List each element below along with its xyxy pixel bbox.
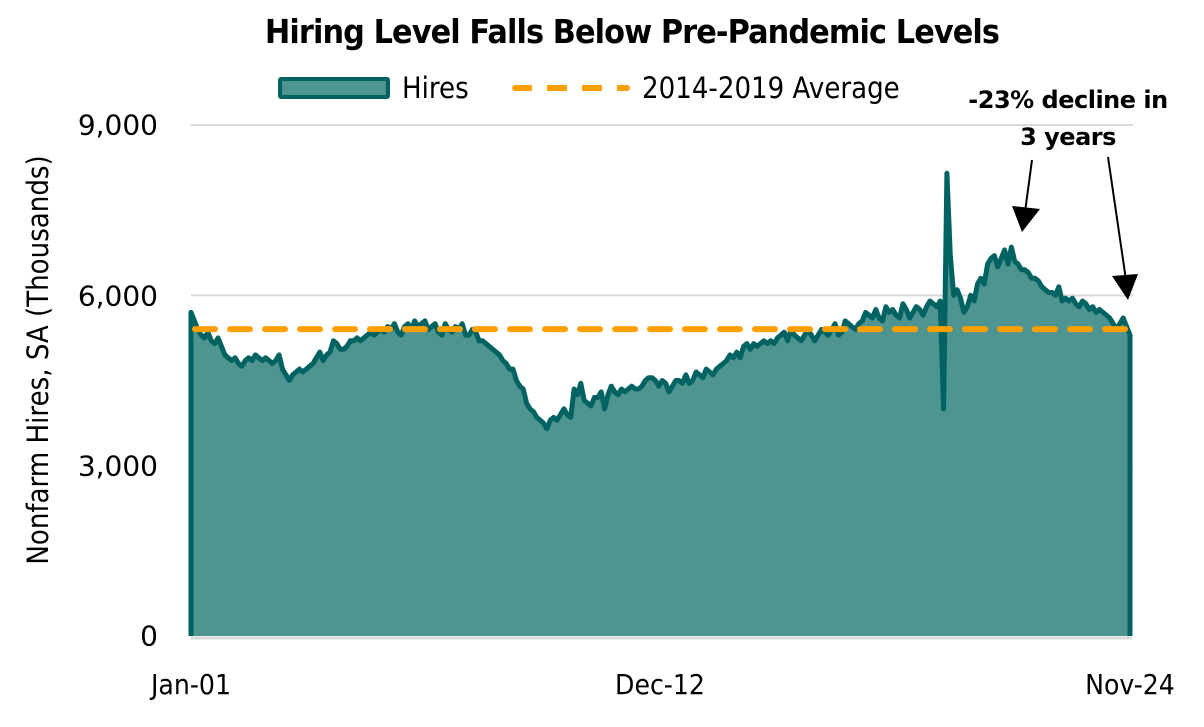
x-tick-dec-12: Dec-12: [615, 668, 705, 701]
chart-title: Hiring Level Falls Below Pre-Pandemic Le…: [264, 12, 1000, 51]
arrow-peak-icon: [1012, 206, 1040, 232]
average-dash-icon: [512, 85, 631, 91]
annotation-line-2: 3 years: [1020, 123, 1116, 151]
x-tick-jan-01: Jan-01: [150, 668, 232, 701]
legend-label-hires: Hires: [402, 71, 469, 105]
y-tick-3000: 3,000: [77, 449, 158, 483]
arrow-latest-icon: [1112, 274, 1138, 300]
hires-line: [188, 170, 1133, 636]
legend-label-average: 2014-2019 Average: [642, 71, 900, 105]
chart-legend: Hires 2014-2019 Average: [278, 70, 928, 106]
annotation-line-1: -23% decline in: [968, 86, 1168, 114]
y-tick-6000: 6,000: [77, 279, 158, 313]
y-tick-0: 0: [140, 619, 158, 653]
y-tick-9000: 9,000: [77, 108, 158, 142]
annotation-arrows: [1012, 156, 1138, 300]
x-tick-nov-24: Nov-24: [1085, 668, 1175, 701]
decline-annotation: -23% decline in 3 years: [948, 82, 1188, 156]
hires-area: [191, 173, 1130, 637]
hires-swatch-icon: [278, 77, 390, 99]
